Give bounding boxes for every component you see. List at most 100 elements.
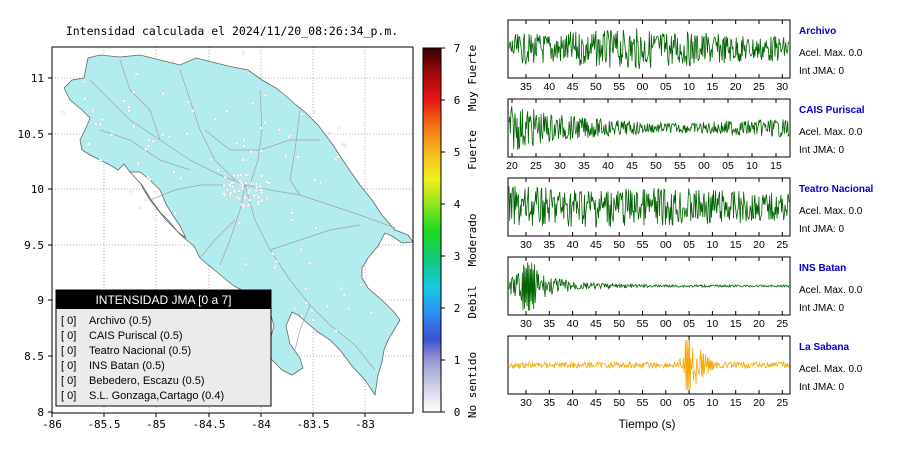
station-marker — [191, 109, 195, 113]
station-marker — [232, 174, 236, 177]
station-marker — [61, 111, 65, 115]
station-marker — [251, 101, 255, 105]
station-marker — [187, 100, 190, 104]
seismogram-x-tick-label: 15 — [707, 81, 719, 93]
seismogram-x-tick-label: 45 — [590, 318, 602, 330]
colorbar-tick-label: 1 — [454, 354, 461, 367]
map-y-tick-label: 9 — [37, 294, 44, 307]
station-marker — [247, 203, 251, 207]
map-y-tick-label: 8.5 — [24, 350, 44, 363]
seismogram-archivo: 35 40 45 50 55 00 05 10 15 20 25 30 Archivo Acel. Max… — [507, 19, 863, 93]
acel-max-label: Acel. Max. 0.0 — [799, 364, 863, 375]
station-marker — [290, 218, 294, 222]
colorbar-tick-label: 6 — [454, 94, 461, 107]
seismogram-x-tick-label: 40 — [543, 81, 555, 93]
seismogram-x-tick-label: 10 — [707, 397, 719, 409]
seismogram-x-tick-label: 25 — [753, 81, 765, 93]
station-marker — [265, 180, 269, 184]
station-marker — [274, 260, 278, 264]
map-y-tick-label: 10.5 — [18, 128, 45, 141]
station-marker — [239, 173, 243, 177]
legend-box — [55, 289, 272, 407]
acel-max-label: Acel. Max. 0.0 — [799, 206, 863, 217]
seismogram-x-tick-label: 35 — [543, 239, 555, 251]
station-marker — [242, 204, 246, 208]
station-marker — [83, 97, 87, 101]
legend-item-value: [ 0] — [61, 330, 76, 342]
station-marker — [147, 138, 151, 142]
station-marker — [259, 188, 263, 192]
intensity-legend: INTENSIDAD JMA [0 a 7] [ 0] Archivo (0.5)… — [55, 289, 272, 407]
station-marker — [329, 132, 332, 135]
acel-max-label: Acel. Max. 0.0 — [799, 127, 863, 138]
colorbar-tick-label: 4 — [454, 198, 461, 211]
legend-item-value: [ 0] — [61, 345, 76, 357]
station-marker — [242, 51, 245, 55]
station-marker — [257, 200, 261, 204]
seismogram-la-sabana: 30 35 40 45 50 55 00 05 10 15 20 25 La Sabana Acel. M… — [507, 335, 863, 409]
station-marker — [132, 90, 136, 94]
station-marker — [148, 177, 152, 181]
station-marker — [343, 144, 347, 148]
seismogram-x-tick-label: 05 — [722, 160, 734, 172]
seismogram-x-tick-label: 35 — [543, 397, 555, 409]
colorbar-tick-label: 7 — [454, 42, 461, 55]
nicoya-gulf — [129, 171, 187, 239]
int-jma-label: Int JMA: 0 — [799, 303, 844, 314]
map-x-tick-label: -85.5 — [87, 418, 120, 431]
legend-item-label: Bebedero, Escazu (0.5) — [89, 375, 205, 387]
seismogram-x-tick-label: 20 — [753, 239, 765, 251]
seismogram-teatro-nacional: 30 35 40 45 50 55 00 05 10 15 20 25 Teatro Nacional A… — [507, 177, 873, 251]
seismogram-x-tick-label: 25 — [530, 160, 542, 172]
legend-item-label: S.L. Gonzaga,Cartago (0.4) — [89, 390, 224, 402]
seismogram-x-tick-label: 35 — [578, 160, 590, 172]
station-marker — [173, 211, 177, 215]
station-marker — [134, 72, 138, 76]
seismogram-x-tick-label: 10 — [683, 81, 695, 93]
station-marker — [87, 142, 91, 146]
station-marker — [132, 125, 136, 128]
station-marker — [127, 105, 131, 109]
station-marker — [278, 128, 282, 132]
station-marker — [242, 138, 246, 142]
seismogram-x-tick-label: 50 — [613, 239, 625, 251]
station-marker — [161, 133, 165, 137]
station-marker — [179, 177, 183, 180]
seismogram-x-tick-label: 30 — [554, 160, 566, 172]
seismogram-x-tick-label: 20 — [730, 81, 742, 93]
int-jma-label: Int JMA: 0 — [799, 382, 844, 393]
map-x-tick-label: -83 — [355, 418, 375, 431]
legend-title: INTENSIDAD JMA [0 a 7] — [95, 293, 231, 307]
legend-item-label: Archivo (0.5) — [89, 315, 151, 327]
seismogram-x-tick-label: 00 — [660, 397, 672, 409]
station-marker — [144, 198, 148, 201]
map-y-tick-label: 9.5 — [24, 239, 44, 252]
station-marker — [313, 110, 317, 114]
station-marker — [256, 203, 260, 206]
colorbar-scale — [422, 47, 442, 413]
station-marker — [241, 158, 245, 162]
seismogram-x-tick-label: 15 — [770, 160, 782, 172]
seismogram-x-tick-label: 05 — [683, 318, 695, 330]
station-marker — [98, 122, 102, 126]
station-marker — [310, 309, 314, 313]
station-marker — [244, 181, 248, 185]
seismogram-cais-puriscal: 20 25 30 35 40 45 50 55 00 05 10 15 CAIS Puriscal Ace… — [506, 98, 865, 172]
station-marker — [172, 170, 176, 174]
station-marker — [229, 191, 232, 195]
station-marker — [304, 301, 308, 305]
station-marker — [153, 216, 157, 220]
station-marker — [213, 117, 217, 121]
seismogram-x-tick-label: 45 — [590, 239, 602, 251]
station-markers — [52, 51, 373, 335]
legend-header — [56, 290, 271, 309]
station-marker — [238, 197, 242, 201]
colorbar-tick-label: 2 — [454, 302, 461, 315]
int-jma-label: Int JMA: 0 — [799, 145, 844, 156]
seismogram-panels: 35 40 45 50 55 00 05 10 15 20 25 30 Archivo Acel. Max… — [506, 19, 873, 409]
acel-max-label: Acel. Max. 0.0 — [799, 285, 863, 296]
map-frame — [51, 46, 414, 414]
station-marker — [225, 109, 229, 113]
